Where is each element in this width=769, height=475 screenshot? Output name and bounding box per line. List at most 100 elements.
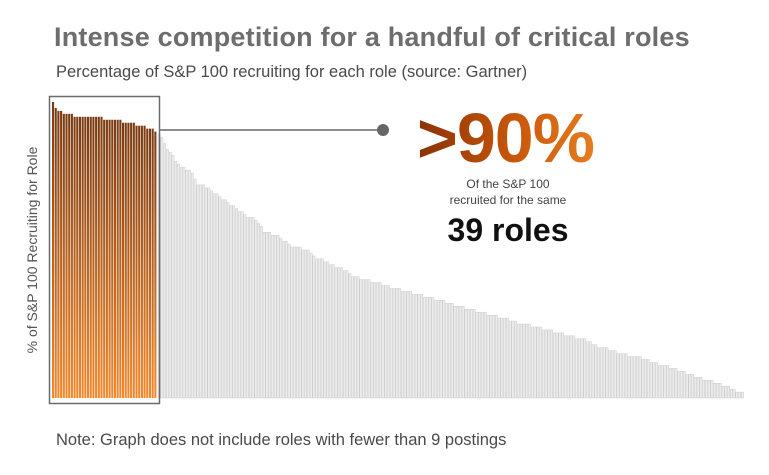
- role-bar: [406, 291, 410, 399]
- role-bar: [301, 249, 305, 399]
- role-bar: [638, 356, 642, 399]
- role-bar: [699, 377, 703, 399]
- highlighted-role-bar: [138, 125, 141, 399]
- highlighted-role-bar: [132, 122, 135, 398]
- highlighted-role-bar: [89, 116, 92, 399]
- role-bar: [163, 143, 166, 399]
- role-bar: [500, 317, 504, 399]
- role-bar: [196, 184, 200, 399]
- role-bar: [503, 317, 506, 399]
- role-bar: [738, 391, 741, 399]
- roles-count-stat: 39 roles: [447, 212, 569, 248]
- footnote: Note: Graph does not include roles with …: [56, 431, 507, 449]
- role-bar: [362, 279, 366, 399]
- highlighted-role-bar: [95, 116, 98, 399]
- role-bar: [215, 193, 219, 399]
- highlighted-role-bar: [81, 116, 84, 399]
- role-bar: [160, 137, 164, 399]
- role-bar: [398, 288, 401, 399]
- role-bar: [613, 350, 617, 399]
- role-bar: [735, 391, 739, 399]
- role-bar: [705, 380, 708, 399]
- role-bar: [337, 267, 341, 399]
- role-bar: [691, 374, 694, 399]
- role-bar: [249, 217, 252, 399]
- role-bar: [425, 297, 429, 399]
- stat-caption-line-2: recruited for the same: [449, 193, 567, 207]
- role-bar: [671, 368, 675, 399]
- highlighted-role-bar: [140, 125, 143, 399]
- role-bar: [326, 261, 330, 399]
- role-bar: [669, 368, 672, 399]
- highlighted-role-bar: [148, 128, 152, 398]
- role-bar: [486, 314, 490, 399]
- role-bar: [508, 320, 512, 399]
- highlighted-role-bar: [116, 119, 119, 398]
- role-bar: [450, 303, 454, 399]
- role-bar: [436, 300, 440, 399]
- highlighted-role-bar: [146, 128, 149, 398]
- role-bar: [522, 323, 526, 399]
- role-bar: [445, 303, 448, 399]
- role-bar: [304, 249, 307, 399]
- role-bar: [478, 311, 482, 399]
- highlighted-role-bar: [111, 119, 114, 398]
- role-bar: [271, 234, 274, 399]
- role-bar: [710, 380, 714, 399]
- role-bar: [395, 288, 399, 399]
- role-bar: [702, 380, 705, 399]
- role-bar: [506, 317, 509, 399]
- role-bar: [356, 276, 360, 399]
- role-bar: [207, 187, 211, 399]
- role-bar: [652, 362, 656, 399]
- role-bar: [168, 152, 172, 399]
- highlighted-role-bar: [105, 119, 108, 398]
- role-bar: [373, 282, 377, 399]
- role-bar: [345, 270, 349, 399]
- role-bar: [511, 320, 515, 399]
- role-bar: [741, 391, 744, 399]
- role-bar: [174, 160, 178, 399]
- role-bar: [312, 255, 316, 399]
- role-bar: [569, 335, 573, 399]
- role-bar: [605, 347, 609, 399]
- highlighted-role-bar: [84, 116, 87, 399]
- role-bar: [456, 306, 459, 399]
- role-bar: [492, 314, 495, 399]
- role-bar: [583, 338, 587, 399]
- stat-caption-line-1: Of the S&P 100: [466, 177, 550, 191]
- role-bar: [558, 332, 562, 399]
- role-bar: [334, 267, 338, 399]
- role-bar: [724, 385, 728, 399]
- role-bar: [235, 208, 238, 399]
- role-bar: [428, 297, 432, 399]
- role-bar: [218, 196, 222, 399]
- role-bar: [417, 294, 421, 399]
- highlighted-role-bar: [54, 107, 57, 399]
- role-bar: [658, 365, 661, 399]
- role-bar: [179, 166, 183, 399]
- role-bar: [616, 353, 620, 399]
- role-bar: [177, 163, 180, 399]
- role-bar: [351, 276, 354, 399]
- highlighted-role-bar: [87, 116, 90, 399]
- highlighted-role-bar: [100, 116, 103, 399]
- role-bar: [622, 353, 625, 399]
- role-bar: [550, 329, 553, 399]
- role-bar: [359, 279, 363, 399]
- role-bar: [680, 371, 683, 399]
- role-bar: [190, 172, 194, 399]
- role-bar: [732, 388, 736, 399]
- highlighted-role-bar: [154, 131, 157, 398]
- role-bar: [273, 234, 277, 399]
- role-bar: [525, 323, 529, 399]
- role-bar: [459, 306, 462, 399]
- role-bar: [655, 362, 659, 399]
- role-bar: [530, 326, 534, 399]
- role-bar: [166, 149, 169, 399]
- role-bar: [387, 285, 390, 399]
- role-bar: [707, 380, 711, 399]
- role-bar: [237, 211, 241, 399]
- role-bar: [663, 365, 667, 399]
- chart-subtitle: Percentage of S&P 100 recruiting for eac…: [56, 63, 528, 81]
